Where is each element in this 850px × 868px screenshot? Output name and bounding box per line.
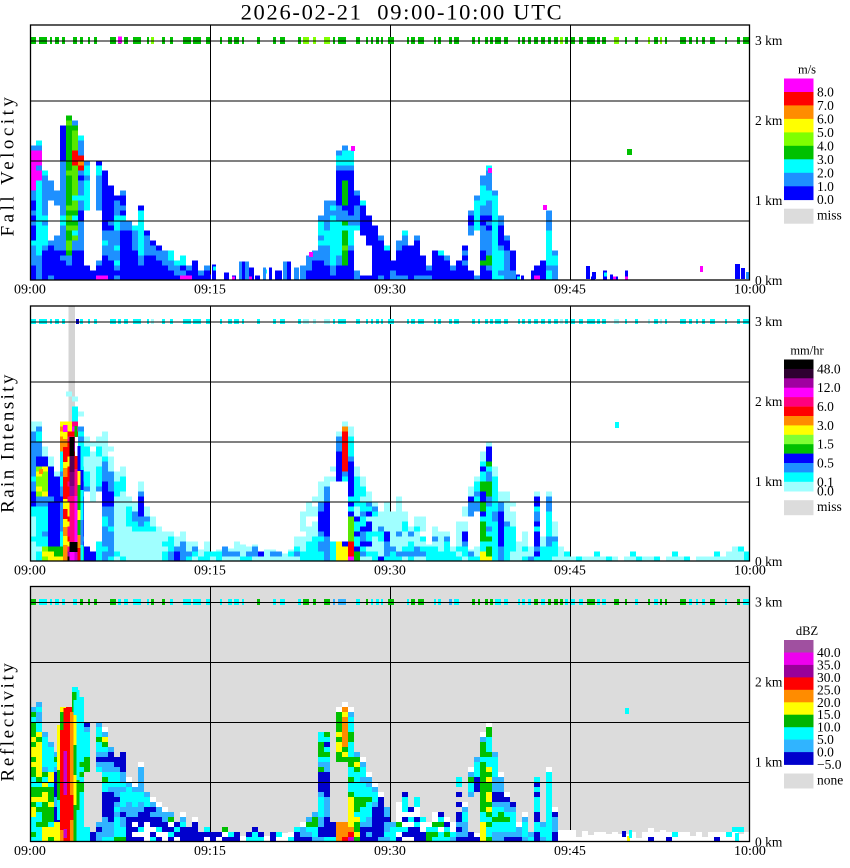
svg-text:5.0: 5.0 bbox=[817, 125, 834, 140]
svg-text:25.0: 25.0 bbox=[817, 682, 841, 697]
svg-text:dBZ: dBZ bbox=[796, 624, 818, 638]
svg-text:15.0: 15.0 bbox=[817, 707, 841, 722]
svg-text:−5.0: −5.0 bbox=[817, 757, 842, 772]
svg-text:09:30: 09:30 bbox=[374, 844, 406, 859]
svg-text:12.0: 12.0 bbox=[817, 380, 841, 395]
svg-text:0 km: 0 km bbox=[755, 835, 783, 850]
svg-text:0.1: 0.1 bbox=[817, 474, 834, 489]
svg-text:0.0: 0.0 bbox=[817, 745, 834, 760]
svg-text:7.0: 7.0 bbox=[817, 98, 834, 113]
svg-text:09:15: 09:15 bbox=[194, 844, 226, 859]
svg-text:3 km: 3 km bbox=[755, 33, 783, 48]
svg-text:0 km: 0 km bbox=[755, 273, 783, 288]
svg-text:09:45: 09:45 bbox=[554, 283, 586, 298]
svg-text:Reflectivity: Reflectivity bbox=[0, 661, 19, 782]
svg-text:30.0: 30.0 bbox=[817, 670, 841, 685]
svg-text:09:00: 09:00 bbox=[14, 844, 46, 859]
svg-text:09:45: 09:45 bbox=[554, 844, 586, 859]
svg-text:2 km: 2 km bbox=[755, 675, 783, 690]
svg-text:0.0: 0.0 bbox=[817, 192, 834, 207]
svg-text:09:30: 09:30 bbox=[374, 564, 406, 579]
svg-text:09:00: 09:00 bbox=[14, 283, 46, 298]
svg-text:5.0: 5.0 bbox=[817, 732, 834, 747]
svg-text:10:00: 10:00 bbox=[734, 564, 766, 579]
svg-text:10:00: 10:00 bbox=[734, 283, 766, 298]
svg-text:20.0: 20.0 bbox=[817, 695, 841, 710]
svg-text:3.0: 3.0 bbox=[817, 152, 834, 167]
svg-text:mm/hr: mm/hr bbox=[790, 344, 824, 358]
svg-text:09:00: 09:00 bbox=[14, 564, 46, 579]
svg-text:1 km: 1 km bbox=[755, 755, 783, 770]
svg-text:2026-02-21 09:00-10:00 UTC: 2026-02-21 09:00-10:00 UTC bbox=[241, 0, 564, 25]
svg-text:miss: miss bbox=[817, 499, 842, 514]
svg-text:1.5: 1.5 bbox=[817, 437, 834, 452]
svg-text:09:45: 09:45 bbox=[554, 564, 586, 579]
svg-text:0 km: 0 km bbox=[755, 554, 783, 569]
svg-text:10.0: 10.0 bbox=[817, 720, 841, 735]
svg-text:8.0: 8.0 bbox=[817, 84, 834, 99]
svg-text:40.0: 40.0 bbox=[817, 645, 841, 660]
svg-text:09:15: 09:15 bbox=[194, 564, 226, 579]
svg-text:0.5: 0.5 bbox=[817, 456, 834, 471]
svg-text:2 km: 2 km bbox=[755, 113, 783, 128]
svg-text:0.0: 0.0 bbox=[817, 484, 834, 499]
svg-text:09:15: 09:15 bbox=[194, 283, 226, 298]
svg-text:09:30: 09:30 bbox=[374, 283, 406, 298]
svg-text:Rain Intensity: Rain Intensity bbox=[0, 372, 19, 513]
svg-text:Fall Velocity: Fall Velocity bbox=[0, 94, 19, 237]
svg-text:48.0: 48.0 bbox=[817, 361, 841, 376]
svg-text:10:00: 10:00 bbox=[734, 844, 766, 859]
svg-text:35.0: 35.0 bbox=[817, 657, 841, 672]
svg-text:miss: miss bbox=[817, 208, 842, 223]
svg-text:1 km: 1 km bbox=[755, 193, 783, 208]
svg-text:1.0: 1.0 bbox=[817, 179, 834, 194]
svg-text:2 km: 2 km bbox=[755, 394, 783, 409]
svg-text:4.0: 4.0 bbox=[817, 138, 834, 153]
svg-text:3 km: 3 km bbox=[755, 595, 783, 610]
svg-text:6.0: 6.0 bbox=[817, 399, 834, 414]
svg-text:3.0: 3.0 bbox=[817, 418, 834, 433]
svg-text:3 km: 3 km bbox=[755, 314, 783, 329]
svg-text:6.0: 6.0 bbox=[817, 111, 834, 126]
svg-text:2.0: 2.0 bbox=[817, 165, 834, 180]
svg-text:1 km: 1 km bbox=[755, 474, 783, 489]
svg-text:m/s: m/s bbox=[798, 63, 816, 77]
svg-text:none: none bbox=[817, 773, 843, 788]
